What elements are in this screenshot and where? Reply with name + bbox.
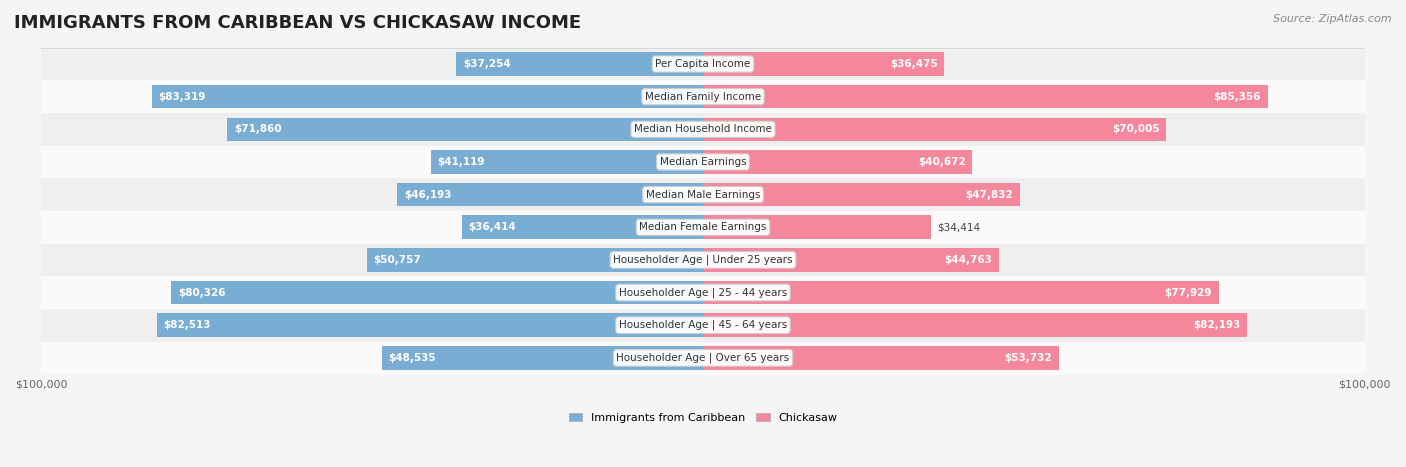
Bar [703, 313, 1247, 337]
Text: $36,475: $36,475 [890, 59, 938, 69]
Bar [703, 215, 931, 239]
Text: Per Capita Income: Per Capita Income [655, 59, 751, 69]
Text: $83,319: $83,319 [159, 92, 205, 102]
Bar [157, 313, 703, 337]
Bar [703, 52, 945, 76]
FancyBboxPatch shape [41, 80, 1365, 113]
FancyBboxPatch shape [41, 48, 1365, 80]
Text: $82,193: $82,193 [1192, 320, 1240, 330]
Text: $34,414: $34,414 [938, 222, 980, 232]
FancyBboxPatch shape [41, 309, 1365, 341]
Text: $36,414: $36,414 [468, 222, 516, 232]
Bar [703, 150, 972, 174]
Text: Householder Age | Under 25 years: Householder Age | Under 25 years [613, 255, 793, 265]
Text: Source: ZipAtlas.com: Source: ZipAtlas.com [1274, 14, 1392, 24]
Text: Median Earnings: Median Earnings [659, 157, 747, 167]
Bar [703, 85, 1268, 108]
Text: Median Household Income: Median Household Income [634, 124, 772, 134]
Text: Median Male Earnings: Median Male Earnings [645, 190, 761, 199]
Bar [382, 346, 703, 369]
Text: $50,757: $50,757 [374, 255, 422, 265]
Text: $77,929: $77,929 [1164, 288, 1212, 297]
Bar [152, 85, 703, 108]
Bar [703, 346, 1059, 369]
Text: $53,732: $53,732 [1004, 353, 1052, 363]
Legend: Immigrants from Caribbean, Chickasaw: Immigrants from Caribbean, Chickasaw [564, 408, 842, 427]
Text: $46,193: $46,193 [404, 190, 451, 199]
Text: $41,119: $41,119 [437, 157, 485, 167]
Text: Householder Age | Over 65 years: Householder Age | Over 65 years [616, 353, 790, 363]
Text: $40,672: $40,672 [918, 157, 966, 167]
Bar [703, 248, 1000, 272]
Text: Median Female Earnings: Median Female Earnings [640, 222, 766, 232]
Text: $37,254: $37,254 [463, 59, 510, 69]
Text: $80,326: $80,326 [179, 288, 225, 297]
Bar [457, 52, 703, 76]
FancyBboxPatch shape [41, 276, 1365, 309]
FancyBboxPatch shape [41, 178, 1365, 211]
Bar [703, 183, 1019, 206]
Text: $71,860: $71,860 [233, 124, 281, 134]
Text: $47,832: $47,832 [965, 190, 1012, 199]
Text: $85,356: $85,356 [1213, 92, 1261, 102]
FancyBboxPatch shape [41, 113, 1365, 146]
Bar [703, 118, 1166, 141]
FancyBboxPatch shape [41, 244, 1365, 276]
Text: $82,513: $82,513 [163, 320, 211, 330]
FancyBboxPatch shape [41, 341, 1365, 374]
Text: Householder Age | 25 - 44 years: Householder Age | 25 - 44 years [619, 287, 787, 298]
Text: IMMIGRANTS FROM CARIBBEAN VS CHICKASAW INCOME: IMMIGRANTS FROM CARIBBEAN VS CHICKASAW I… [14, 14, 581, 32]
Text: Householder Age | 45 - 64 years: Householder Age | 45 - 64 years [619, 320, 787, 331]
Bar [367, 248, 703, 272]
Bar [703, 281, 1219, 304]
Bar [463, 215, 703, 239]
FancyBboxPatch shape [41, 146, 1365, 178]
Bar [228, 118, 703, 141]
Text: Median Family Income: Median Family Income [645, 92, 761, 102]
Bar [172, 281, 703, 304]
Text: $44,763: $44,763 [945, 255, 993, 265]
Bar [430, 150, 703, 174]
Bar [398, 183, 703, 206]
Text: $70,005: $70,005 [1112, 124, 1160, 134]
FancyBboxPatch shape [41, 211, 1365, 244]
Text: $48,535: $48,535 [388, 353, 436, 363]
